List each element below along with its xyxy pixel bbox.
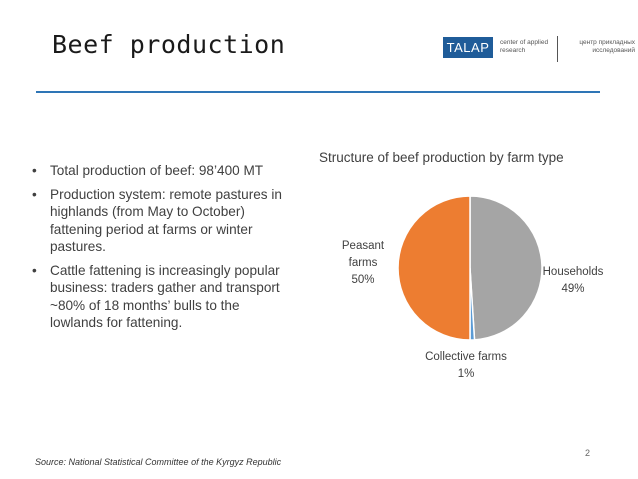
source-note: Source: National Statistical Committee o… [35, 457, 282, 467]
label-peasant-pct: 50% [351, 274, 375, 286]
bullet-list: Total production of beef: 98’400 MT Prod… [32, 162, 294, 338]
label-households: Households 49% [535, 264, 611, 298]
chart-title: Structure of beef production by farm typ… [319, 150, 564, 165]
logo-tagline-ru: центр прикладных исследований [579, 39, 635, 54]
logo-tagline-en: center of applied research [500, 39, 549, 54]
label-peasant-name: Peasant farms [341, 240, 385, 269]
label-households-name: Households [542, 266, 604, 278]
label-collective-name: Collective farms [425, 351, 507, 363]
bullet-item: Cattle fattening is increasingly popular… [32, 262, 294, 332]
page-number: 2 [585, 448, 591, 458]
bullet-item: Total production of beef: 98’400 MT [32, 162, 294, 180]
slide-title: Beef production [52, 30, 286, 59]
title-underline [36, 91, 600, 93]
pie-slice-peasant-farms [397, 195, 471, 341]
talap-logo: TALAP [443, 37, 493, 58]
pie-slice-households [469, 195, 543, 341]
label-collective-pct: 1% [457, 368, 475, 380]
label-peasant-farms: Peasant farms 50% [333, 238, 393, 289]
logo-separator [557, 36, 558, 62]
label-households-pct: 49% [561, 283, 585, 295]
bullet-item: Production system: remote pastures in hi… [32, 186, 294, 256]
label-collective-farms: Collective farms 1% [410, 349, 522, 383]
